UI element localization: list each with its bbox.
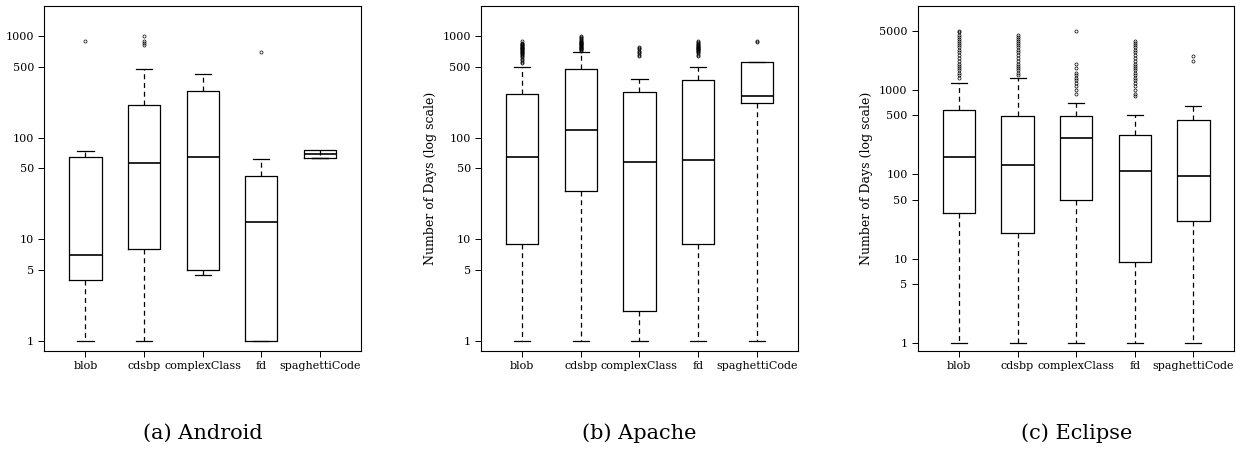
Y-axis label: Number of Days (log scale): Number of Days (log scale) <box>424 92 437 265</box>
Text: (b) Apache: (b) Apache <box>582 423 697 443</box>
Text: (a) Android: (a) Android <box>143 423 262 442</box>
Text: (c) Eclipse: (c) Eclipse <box>1020 423 1132 443</box>
Y-axis label: Number of Days (log scale): Number of Days (log scale) <box>861 92 873 265</box>
